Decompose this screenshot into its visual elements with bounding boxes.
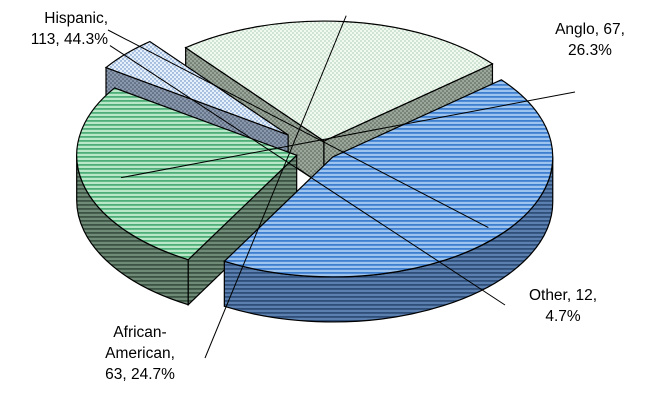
label-anglo: Anglo, 67, 26.3% — [530, 19, 650, 61]
slice-top-face — [184, 20, 494, 142]
label-other-line1: Other, 12, — [528, 287, 598, 304]
leader-line-hispanic — [107, 29, 489, 228]
label-african-american-line3: 63, 24.7% — [105, 366, 175, 383]
label-other: Other, 12, 4.7% — [508, 285, 618, 327]
label-african-american-line2: American, — [105, 345, 175, 362]
slice-top-face — [76, 87, 298, 261]
slice-anglo — [76, 87, 298, 307]
label-hispanic: Hispanic, 113, 44.3% — [0, 8, 108, 50]
label-african-american: African- American, 63, 24.7% — [75, 322, 205, 385]
leader-line-anglo — [120, 91, 576, 179]
label-other-line2: 4.7% — [545, 308, 581, 325]
label-anglo-line2: 26.3% — [568, 42, 612, 59]
label-hispanic-line1: Hispanic, — [44, 10, 108, 27]
pie-slices — [76, 20, 554, 323]
slice-hispanic — [223, 79, 554, 323]
label-hispanic-line2: 113, 44.3% — [30, 31, 108, 48]
leader-line-other — [109, 45, 506, 306]
leader-lines — [107, 15, 576, 359]
slice-top-face — [104, 40, 289, 136]
slice-top-face — [223, 79, 554, 278]
label-anglo-line1: Anglo, 67, — [555, 21, 625, 38]
label-african-american-line1: African- — [113, 324, 167, 341]
leader-line-african-american — [204, 15, 347, 359]
